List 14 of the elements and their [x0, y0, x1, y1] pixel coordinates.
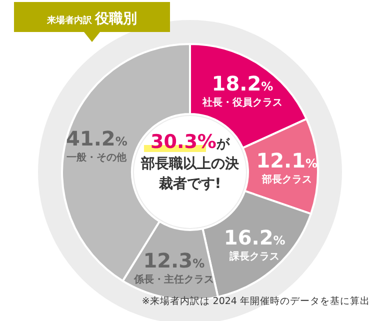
data-label: 12.1% [256, 148, 318, 172]
title-tab: 来場者内訳 役職別 [14, 2, 170, 42]
slice-label: 一般・その他 [66, 152, 128, 164]
chart-title: 役職別 [94, 10, 138, 27]
slice-label: 社長・役員クラス [201, 96, 282, 108]
slice-label: 係長・主任クラス [132, 274, 214, 286]
slice-label: 課長クラス [228, 250, 280, 262]
text: ※来場者内訳は 2024 年開催時のデータを基に算出 [142, 295, 370, 307]
chart-subtitle: 来場者内訳 [46, 15, 96, 26]
slice-label: 部長クラス [260, 173, 312, 186]
data-label: 16.2% [224, 225, 286, 250]
data-label: 18.2% [212, 71, 274, 96]
data-label: 12.3% [143, 248, 205, 273]
data-label: 41.2% [66, 126, 128, 151]
